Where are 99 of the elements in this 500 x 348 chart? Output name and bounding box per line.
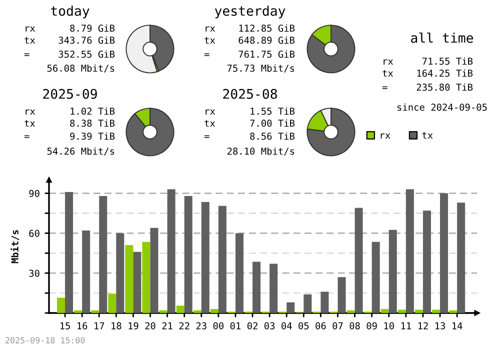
- x-tick-label: 22: [179, 322, 190, 330]
- y-tick-label: 60: [29, 230, 40, 237]
- bar: [82, 230, 90, 313]
- x-tick-label: 05: [298, 322, 309, 330]
- legend-label: rx: [380, 133, 390, 139]
- bar: [372, 242, 380, 313]
- text: tx 648.89 GiB: [204, 36, 295, 44]
- bar: [57, 298, 66, 313]
- bar: [159, 310, 168, 313]
- text: rx 8.79 GiB: [26, 24, 115, 32]
- text: 56.08 Mbit/s: [47, 64, 114, 73]
- text: = 9.39 TiB: [24, 132, 115, 140]
- x-tick-label: 09: [366, 322, 377, 330]
- text: tx 7.00 TiB: [204, 119, 295, 127]
- bar: [388, 230, 397, 313]
- bar: [218, 206, 226, 313]
- bar: [304, 294, 312, 313]
- x-tick-label: 00: [213, 322, 224, 330]
- bar: [432, 310, 440, 313]
- chart-title: 2025-09: [43, 88, 97, 99]
- text: rx 71.55 TiB: [384, 57, 473, 65]
- bar: [167, 189, 176, 313]
- x-tick-label: 18: [112, 322, 122, 330]
- bar: [235, 233, 244, 313]
- y-axis-title: Mbit/s: [10, 230, 20, 264]
- bar: [406, 189, 414, 313]
- x-tick-label: 13: [435, 322, 445, 330]
- donut-slice: [306, 24, 356, 74]
- bar: [150, 228, 158, 313]
- text: rx 112.85 GiB: [206, 24, 295, 32]
- bar: [252, 262, 261, 313]
- chart-title: 2025-08: [223, 88, 277, 99]
- bar: [422, 210, 431, 313]
- bar: [108, 294, 116, 313]
- bar: [286, 302, 295, 313]
- donut-slice: [306, 108, 356, 156]
- text: = 8.56 TiB: [204, 132, 295, 140]
- bar: [346, 310, 355, 313]
- text: since 2024-09-05: [397, 103, 487, 111]
- x-tick-label: 23: [196, 322, 206, 330]
- x-tick-label: 15: [60, 322, 70, 330]
- bar: [210, 309, 218, 313]
- bar: [320, 292, 329, 313]
- bar: [74, 310, 82, 313]
- bar: [440, 193, 448, 313]
- bar: [142, 242, 150, 313]
- bar: [176, 306, 184, 313]
- text: tx 8.38 TiB: [24, 119, 115, 127]
- text: 28.10 Mbit/s: [227, 147, 294, 156]
- bar: [116, 233, 124, 313]
- bar: [99, 196, 108, 313]
- x-tick-label: 17: [94, 322, 104, 330]
- text: tx 164.25 TiB: [382, 69, 473, 77]
- bar: [125, 245, 134, 313]
- donut-slice: [126, 108, 174, 156]
- bar: [201, 202, 210, 313]
- bar: [65, 192, 74, 313]
- text: 75.73 Mbit/s: [227, 64, 294, 73]
- x-tick-label: 12: [418, 322, 428, 330]
- text: 2025-09-18 15:00: [6, 337, 85, 344]
- x-tick-label: 19: [128, 322, 138, 330]
- text: rx 1.02 TiB: [26, 107, 115, 115]
- bar: [270, 264, 278, 313]
- text: rx 1.55 TiB: [206, 107, 295, 115]
- chart-title: yesterday: [214, 6, 286, 18]
- bar: [193, 310, 202, 313]
- chart-title: today: [50, 6, 90, 18]
- text: all time: [411, 32, 473, 43]
- x-tick-label: 10: [384, 322, 394, 330]
- text: tx 343.76 GiB: [24, 36, 115, 44]
- x-tick-label: 21: [162, 322, 172, 330]
- bar: [91, 310, 100, 313]
- legend-label: tx: [422, 132, 433, 139]
- x-tick-label: 16: [78, 322, 88, 330]
- x-tick-label: 20: [145, 322, 156, 330]
- bar: [449, 310, 458, 313]
- text: = 352.55 GiB: [24, 50, 115, 58]
- text: 54.26 Mbit/s: [47, 147, 114, 156]
- bar: [398, 310, 406, 313]
- x-tick-label: 01: [230, 322, 241, 330]
- x-tick-label: 08: [350, 322, 360, 330]
- bar: [414, 310, 423, 313]
- bar: [457, 202, 466, 313]
- bar: [184, 196, 192, 313]
- x-tick-label: 07: [332, 322, 343, 330]
- bar: [380, 309, 389, 313]
- x-tick-label: 06: [316, 322, 326, 330]
- y-tick-label: 90: [29, 190, 40, 198]
- x-tick-label: 02: [247, 322, 258, 330]
- x-tick-label: 03: [264, 322, 275, 330]
- bar: [338, 277, 346, 313]
- bar: [133, 252, 142, 313]
- x-tick-label: 04: [282, 322, 292, 330]
- bar: [354, 208, 363, 313]
- y-tick-label: 30: [29, 270, 40, 277]
- x-tick-label: 11: [401, 322, 411, 330]
- text: = 761.75 GiB: [204, 50, 295, 58]
- x-tick-label: 14: [452, 322, 462, 330]
- text: = 235.80 TiB: [382, 83, 473, 91]
